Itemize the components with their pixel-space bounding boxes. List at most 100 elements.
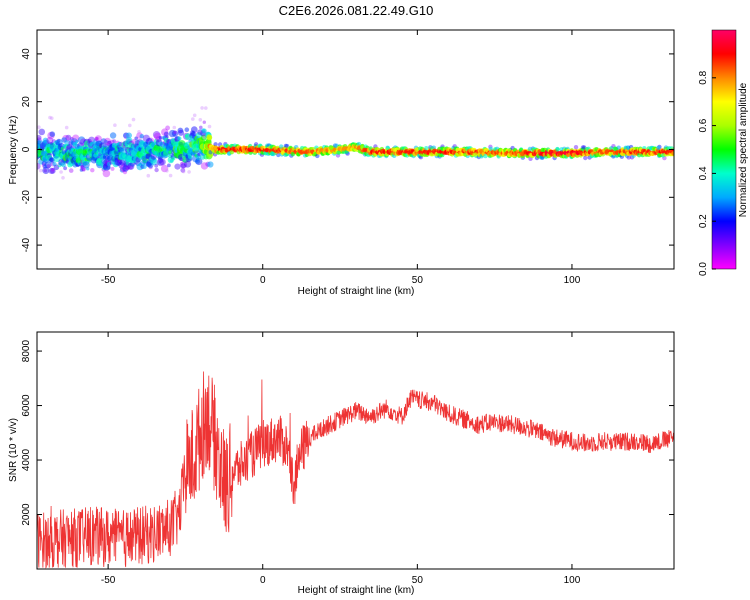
spectrogram-cell [179, 161, 184, 166]
spectrogram-cell [177, 129, 185, 136]
spectrogram-cell [336, 150, 341, 155]
spectrogram-cell [671, 151, 674, 156]
spectrogram-cell [142, 134, 150, 142]
spectrogram-cell [184, 127, 190, 132]
spectrogram-cell [174, 137, 178, 142]
spectrogram-cell [207, 161, 214, 168]
spectrogram-ytick-label: -20 [21, 190, 32, 205]
spectrogram-cell [48, 167, 55, 174]
spectrogram-cell [131, 117, 136, 122]
spectrogram-cell [153, 132, 162, 140]
spectrogram-cell [103, 140, 109, 145]
colorbar-gradient [711, 29, 737, 270]
spectrogram-xtick-label: 0 [260, 275, 266, 286]
spectrogram-cell [79, 168, 84, 172]
spectrogram-ticks: -50 0 50 100 -40 -20 0 20 40 [21, 30, 674, 286]
snr-frame [36, 331, 675, 570]
spectrogram-cell [42, 166, 50, 175]
spectrogram-cell [279, 144, 284, 149]
snr-xtick-label: 50 [412, 575, 424, 586]
snr-xtick-label: -50 [101, 575, 116, 586]
spectrogram-cell [165, 125, 171, 131]
spectrogram-cell [197, 152, 201, 157]
spectrogram-cell [40, 145, 44, 149]
spectrogram-cell [202, 120, 206, 124]
snr-xtick-label: 0 [260, 575, 266, 586]
spectrogram-cell [180, 161, 188, 169]
spectrogram-ylabel: Frequency (Hz) [8, 116, 19, 185]
colorbar: 0.0 0.2 0.4 0.6 0.8 Normalized spectral ampl… [698, 29, 749, 276]
spectrogram-cell [48, 115, 52, 120]
spectrogram-cell [153, 138, 160, 144]
spectrogram-cell [271, 151, 276, 157]
spectrogram-cell [202, 128, 207, 134]
spectrogram-cell [157, 161, 161, 165]
spectrogram-cell [90, 168, 95, 173]
colorbar-ticks: 0.0 0.2 0.4 0.6 0.8 [698, 70, 716, 276]
spectrogram-cell [134, 136, 138, 141]
snr-panel: -50 0 50 100 2000 4000 6000 8000 Height of stra… [8, 331, 675, 596]
snr-ylabel: SNR (10 * v/v) [8, 418, 19, 482]
spectrogram-cell [81, 167, 86, 172]
spectrogram-cell [165, 135, 169, 139]
spectrogram-cell [75, 139, 79, 143]
spectrogram-cell [146, 173, 151, 178]
spectrogram-cell [50, 116, 54, 120]
spectrogram-cell [42, 137, 49, 144]
spectrogram-ytick-label: 40 [21, 48, 32, 60]
spectrogram-xtick-label: 100 [564, 275, 581, 286]
spectrogram-cell [200, 162, 209, 170]
spectrogram-cell [49, 168, 56, 174]
spectrogram-cell [626, 155, 631, 160]
spectrogram-cell [38, 128, 46, 136]
colorbar-tick-label: 0.0 [698, 262, 709, 276]
spectrogram-cell [46, 136, 54, 144]
snr-ticks: -50 0 50 100 2000 4000 6000 8000 [21, 332, 674, 586]
spectrogram-cell [141, 163, 147, 169]
spectrogram-cell [488, 146, 493, 152]
spectrogram-cell [276, 152, 281, 158]
spectrogram-cell [56, 139, 63, 146]
spectrogram-cell [43, 169, 47, 173]
spectrogram-cell [168, 150, 172, 154]
spectrogram-cell [177, 127, 184, 134]
spectrogram-cell [103, 137, 112, 145]
colorbar-tick-label: 0.2 [698, 214, 709, 228]
spectrogram-cell [180, 167, 186, 173]
spectrogram-cell [82, 161, 90, 169]
spectrogram-cell [483, 153, 488, 159]
spectrogram-cell [192, 113, 197, 118]
spectrogram-cell [60, 146, 64, 151]
spectrogram-cell [49, 131, 56, 137]
spectrogram-cell [61, 162, 66, 168]
spectrogram-cell [178, 156, 183, 160]
spectrogram-xlabel: Height of straight line (km) [298, 286, 415, 297]
spectrogram-cell [167, 163, 171, 168]
spectrogram-cell [68, 168, 74, 173]
spectrogram-cell [200, 106, 204, 110]
spectrogram-cell [154, 163, 159, 168]
spectrogram-cell [128, 123, 132, 128]
spectrogram-cell [95, 136, 99, 141]
spectrogram-cell [169, 159, 174, 163]
spectrogram-cell [125, 137, 133, 144]
spectrogram-cell [173, 130, 177, 135]
spectrogram-cell [103, 142, 108, 147]
spectrogram-cell [117, 159, 123, 165]
spectrogram-cell [137, 130, 141, 134]
spectrogram-cell [125, 166, 130, 171]
snr-ytick-label: 4000 [21, 448, 32, 471]
spectrogram-cell [156, 158, 165, 167]
spectrogram-cell [168, 173, 173, 178]
snr-ytick-label: 8000 [21, 340, 32, 363]
spectrogram-cell [58, 144, 62, 148]
spectrogram-cell [102, 169, 111, 178]
spectrogram-cell [65, 134, 72, 141]
spectrogram-cell [174, 163, 181, 170]
spectrogram-cell [61, 176, 65, 180]
spectrogram-panel: -50 0 50 100 -40 -20 0 20 40 Height of straight … [8, 29, 675, 297]
spectrogram-cell [157, 157, 164, 163]
spectrogram-cell [110, 166, 115, 171]
snr-ytick-label: 2000 [21, 503, 32, 526]
spectrogram-cell [195, 157, 203, 166]
